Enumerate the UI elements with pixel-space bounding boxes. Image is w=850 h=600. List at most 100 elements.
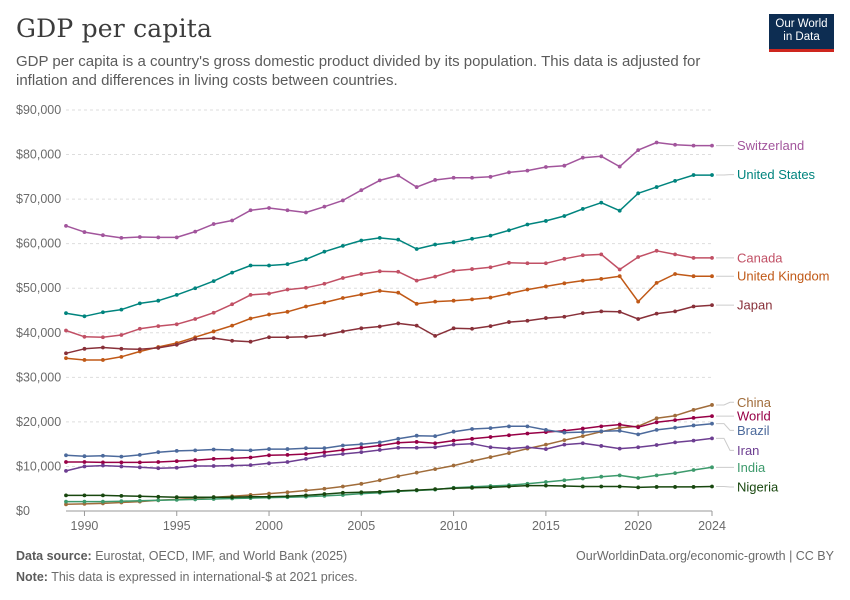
data-point [507, 424, 511, 429]
data-point [82, 464, 87, 469]
data-point [636, 148, 641, 152]
data-point [617, 274, 622, 279]
data-point [691, 485, 696, 489]
data-point [414, 440, 419, 444]
data-point [267, 291, 271, 296]
data-point [691, 274, 696, 279]
data-point [414, 278, 419, 283]
data-point [710, 414, 714, 418]
data-point [451, 175, 456, 180]
data-point [691, 304, 696, 309]
data-point [248, 208, 253, 213]
data-point [137, 235, 142, 239]
data-point [617, 446, 622, 451]
data-point [248, 263, 253, 268]
data-point [470, 485, 474, 490]
data-point [710, 403, 714, 407]
series-label: Switzerland [737, 138, 804, 153]
data-point [654, 280, 659, 285]
data-point [525, 424, 530, 429]
data-point [340, 490, 345, 495]
data-point [451, 240, 456, 245]
data-point [562, 442, 567, 447]
data-point [599, 484, 604, 489]
data-point [211, 222, 216, 226]
data-point [285, 287, 290, 292]
series-label: India [737, 460, 766, 475]
data-point [507, 291, 511, 296]
series-line [66, 415, 713, 464]
series-line [65, 273, 712, 361]
x-tick-label: 2015 [532, 519, 560, 533]
data-point [691, 468, 696, 472]
data-point [525, 318, 530, 323]
data-point [248, 463, 253, 468]
data-point [599, 200, 604, 205]
data-point [359, 445, 364, 450]
data-point [304, 452, 308, 456]
data-point [193, 458, 198, 463]
data-point [322, 486, 327, 491]
series-united-states: United States [64, 167, 816, 319]
data-source-text[interactable]: Eurostat, OECD, IMF, and World Bank (202… [95, 549, 348, 563]
data-point [156, 346, 161, 350]
data-point [156, 494, 161, 499]
data-point [488, 233, 493, 238]
series-label: United Kingdom [737, 269, 830, 284]
data-point [673, 272, 677, 276]
data-point [211, 447, 216, 452]
data-point [322, 453, 327, 458]
data-point [580, 253, 585, 258]
data-source: Data source: Eurostat, OECD, IMF, and Wo… [16, 549, 347, 563]
source-url[interactable]: OurWorldinData.org/economic-growth | CC … [576, 549, 834, 563]
label-connector [716, 423, 734, 431]
data-point [636, 317, 641, 321]
series-line [65, 437, 713, 472]
series-label: Brazil [737, 423, 770, 438]
data-point [414, 488, 419, 492]
data-point [322, 281, 327, 286]
logo-line-1: Our World [775, 18, 828, 30]
data-point [285, 335, 290, 340]
data-point [285, 262, 290, 267]
data-point [137, 326, 142, 331]
data-point [507, 484, 511, 489]
data-point [156, 298, 161, 303]
series-japan: Japan [64, 298, 772, 356]
data-point [359, 481, 364, 486]
data-point [414, 247, 419, 251]
data-point [101, 358, 105, 362]
data-point [451, 298, 456, 303]
data-point [64, 502, 68, 507]
data-point [101, 453, 105, 458]
data-point [488, 455, 493, 459]
data-point [488, 426, 493, 431]
data-point [340, 198, 345, 203]
data-point [580, 278, 585, 283]
data-point [599, 252, 604, 257]
owid-logo[interactable]: Our World in Data [769, 14, 834, 52]
data-point [377, 478, 382, 483]
data-point [525, 222, 530, 227]
data-point [267, 447, 271, 451]
data-point [377, 178, 382, 183]
data-point [507, 228, 511, 233]
data-point [267, 312, 271, 317]
data-point [285, 447, 290, 451]
data-point [285, 490, 290, 495]
data-point [101, 310, 105, 315]
data-point [285, 452, 290, 457]
data-point [193, 286, 198, 291]
data-point [451, 326, 456, 331]
data-point [673, 413, 677, 418]
data-point [304, 304, 308, 309]
data-point [248, 448, 253, 453]
data-point [525, 261, 530, 266]
data-point [359, 326, 364, 331]
data-point [193, 464, 198, 468]
data-point [340, 448, 345, 452]
data-point [451, 442, 456, 447]
data-point [137, 498, 142, 503]
data-point [543, 219, 548, 223]
data-point [304, 210, 308, 215]
